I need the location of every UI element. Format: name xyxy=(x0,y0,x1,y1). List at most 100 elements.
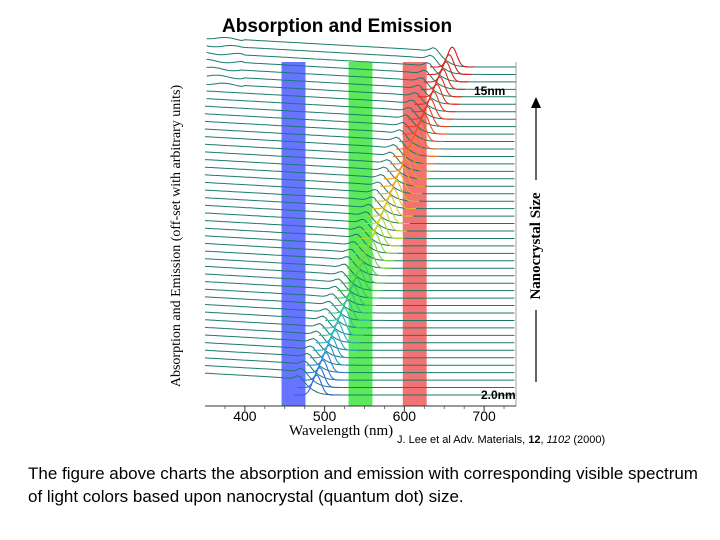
absorption-curve xyxy=(204,265,515,292)
citation-volume: 12 xyxy=(528,434,541,446)
x-tick-label-600: 600 xyxy=(393,408,417,424)
citation: J. Lee et al Adv. Materials, 12, 1102 (2… xyxy=(397,434,605,446)
absorption-curve xyxy=(204,365,515,388)
emission-peak xyxy=(389,143,435,165)
absorption-curve xyxy=(204,243,515,269)
absorption-curve xyxy=(204,212,515,239)
emission-peak xyxy=(380,165,426,187)
emission-peaks xyxy=(294,46,475,396)
size-arrow xyxy=(531,97,541,382)
absorption-curve xyxy=(204,105,515,135)
emission-peak xyxy=(306,344,352,366)
band-blue xyxy=(281,62,306,406)
emission-peak xyxy=(423,61,469,83)
absorption-curve xyxy=(204,197,515,224)
absorption-curve xyxy=(204,357,515,381)
emission-peak xyxy=(340,262,386,284)
emission-peak xyxy=(362,210,407,232)
size-bottom-label: 2.0nm xyxy=(481,388,516,402)
citation-sep: , xyxy=(540,434,547,446)
emission-peak xyxy=(420,68,466,90)
emission-peak xyxy=(294,374,339,396)
emission-peak xyxy=(303,351,349,374)
absorption-curve xyxy=(204,349,515,374)
size-axis-label: Nanocrystal Size xyxy=(528,192,544,299)
emission-peak xyxy=(349,240,395,262)
emission-peak xyxy=(377,173,423,195)
emission-peak xyxy=(325,299,370,322)
absorption-curve xyxy=(204,204,515,232)
absorption-curve xyxy=(204,181,515,210)
absorption-curve xyxy=(204,220,515,247)
caption: The figure above charts the absorption a… xyxy=(28,464,698,506)
band-green xyxy=(348,62,373,406)
absorption-curve xyxy=(204,128,515,157)
citation-year: (2000) xyxy=(570,434,606,446)
emission-peak xyxy=(396,128,441,150)
absorption-curve xyxy=(204,281,515,306)
emission-peak xyxy=(392,135,438,158)
emission-peak xyxy=(359,217,404,240)
absorption-curve xyxy=(204,288,515,314)
emission-peak xyxy=(402,113,447,135)
absorption-curve xyxy=(206,74,516,105)
absorption-curve xyxy=(204,143,515,172)
emission-peak xyxy=(365,202,410,225)
absorption-curve xyxy=(204,334,515,359)
absorption-curve xyxy=(204,174,515,202)
citation-pages: 1102 xyxy=(546,434,571,446)
absorption-curve xyxy=(206,90,516,120)
absorption-curve xyxy=(204,136,515,165)
absorption-curve xyxy=(204,113,515,142)
absorption-curve xyxy=(206,66,516,98)
absorption-curve xyxy=(204,258,515,284)
absorption-curve xyxy=(204,227,515,254)
absorption-curve xyxy=(204,159,515,187)
emission-peak xyxy=(331,284,376,307)
absorption-curve xyxy=(204,372,515,396)
emission-peak xyxy=(343,255,389,277)
size-top-label: 15nm xyxy=(474,84,505,98)
emission-peak xyxy=(374,180,420,202)
emission-peak xyxy=(368,195,413,217)
absorption-curve xyxy=(204,189,515,217)
absorption-curve xyxy=(206,82,516,113)
emission-peak xyxy=(355,225,401,247)
x-tick-label-700: 700 xyxy=(472,408,496,424)
emission-peak xyxy=(383,158,429,180)
emission-peak xyxy=(399,120,444,143)
absorption-curve xyxy=(204,326,515,351)
emission-peak xyxy=(352,232,398,254)
absorption-curve xyxy=(204,235,515,262)
x-axis-label: Wavelength (nm) xyxy=(289,423,393,439)
emission-peak xyxy=(386,150,432,172)
emission-peak xyxy=(414,83,460,105)
absorption-curve xyxy=(204,342,515,366)
x-axis-ticks: 400 500 600 700 xyxy=(224,406,505,424)
emission-peak xyxy=(405,105,450,128)
emission-peak xyxy=(309,337,355,359)
emission-peak xyxy=(411,91,456,113)
y-axis-label: Absorption and Emission (off-set with ar… xyxy=(169,85,184,388)
emission-peak xyxy=(371,187,416,210)
slide-title: Absorption and Emission xyxy=(222,16,453,37)
emission-peak xyxy=(319,314,364,336)
emission-peak xyxy=(346,247,392,269)
emission-peak xyxy=(322,307,367,329)
citation-authors: J. Lee et al Adv. Materials, xyxy=(397,434,529,446)
emission-peak xyxy=(328,292,373,314)
emission-peak xyxy=(297,366,343,389)
absorption-curve xyxy=(206,98,516,128)
absorption-curve xyxy=(204,166,515,195)
emission-peak xyxy=(426,53,472,76)
emission-peak xyxy=(300,359,346,381)
emission-peak xyxy=(315,322,361,344)
emission-peak xyxy=(417,76,463,98)
emission-peak xyxy=(408,98,453,120)
emission-peak xyxy=(334,277,379,299)
emission-peak xyxy=(312,329,358,351)
absorption-curve xyxy=(204,151,515,180)
absorption-curve xyxy=(204,120,515,150)
x-tick-label-500: 500 xyxy=(313,408,337,424)
